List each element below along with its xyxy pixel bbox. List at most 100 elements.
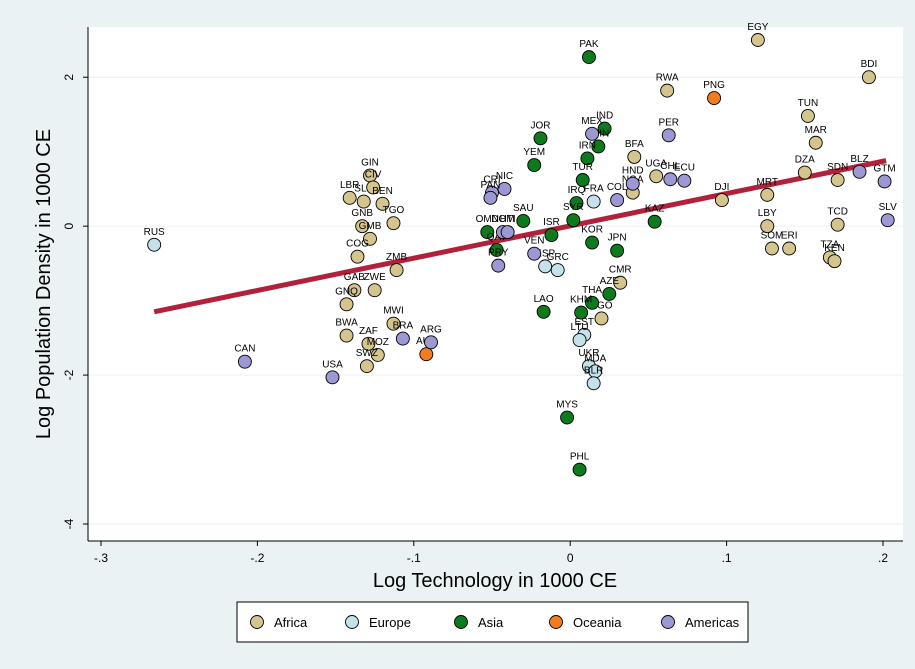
data-point [395, 331, 410, 346]
point-label: IRN [579, 140, 596, 151]
point-label: AZE [600, 276, 620, 287]
data-point [765, 241, 779, 256]
x-tick-label: 0 [567, 551, 574, 565]
data-point [355, 219, 370, 234]
data-point [356, 194, 371, 209]
legend-label: Africa [274, 615, 308, 630]
data-point [575, 173, 590, 187]
data-point [359, 359, 374, 374]
point-label: MDA [584, 353, 607, 364]
data-point [582, 50, 596, 65]
x-tick-label: -.3 [94, 551, 108, 565]
point-label: ISR [543, 217, 560, 228]
point-label: BRA [393, 321, 414, 332]
data-point [339, 297, 354, 312]
data-points: EGYBDIRWATUNMARBFADZAUGASDNMRTDJINGATCDL… [144, 22, 897, 477]
point-label: IND [596, 111, 613, 122]
x-tick-label: .2 [878, 551, 888, 565]
fit-line [153, 158, 887, 315]
axis-ticks: -4 -2 0 2 -.3 -.2 -.1 0 .1 .2 [62, 74, 888, 565]
data-point [827, 254, 842, 269]
x-axis-title: Log Technology in 1000 CE [373, 570, 617, 592]
data-point [363, 231, 377, 246]
data-point [597, 121, 612, 136]
data-point [419, 347, 434, 362]
y-axis-title: Log Population Density in 1000 CE [33, 129, 55, 439]
point-label: TGO [383, 205, 405, 216]
data-point [536, 304, 551, 319]
data-point [386, 216, 401, 231]
point-label: SLE [354, 184, 373, 195]
data-point [661, 128, 676, 143]
y-tick-label: 0 [62, 222, 76, 229]
data-point [516, 213, 531, 228]
data-point [830, 173, 845, 187]
data-point [585, 235, 600, 250]
y-tick-label: -4 [62, 518, 76, 529]
point-label: TZA [820, 239, 839, 250]
point-label: SLV [879, 202, 897, 213]
point-label: TUR [572, 162, 593, 173]
point-label: OMN [476, 214, 499, 225]
data-point [566, 213, 581, 228]
point-label: GTM [873, 163, 895, 174]
point-label: QAT [487, 232, 507, 243]
data-point [750, 33, 765, 47]
point-label: KEN [824, 243, 845, 254]
legend-marker [454, 615, 468, 629]
data-point [342, 190, 357, 205]
fit-line-group [153, 158, 887, 315]
point-label: MEX [581, 116, 603, 127]
point-label: TUN [798, 98, 819, 109]
data-point [560, 410, 575, 425]
point-label: RUS [144, 227, 165, 238]
point-label: SDN [827, 162, 848, 173]
data-point [483, 190, 498, 205]
point-label: MRT [757, 177, 778, 188]
point-label: BLZ [850, 154, 868, 165]
data-point [877, 174, 892, 189]
point-label: PAN [481, 180, 501, 191]
legend-marker [345, 615, 359, 629]
point-label: CRI [483, 175, 500, 186]
legend: Africa Europe Asia Oceania Americas [236, 601, 749, 643]
legend-label: Oceania [573, 615, 622, 630]
data-point [594, 311, 609, 326]
point-label: CIV [365, 169, 382, 180]
data-point [830, 217, 845, 232]
y-tick-label: 2 [62, 74, 76, 81]
data-point [491, 258, 506, 273]
legend-marker [661, 615, 675, 629]
legend-marker [250, 615, 264, 629]
data-point [538, 259, 553, 274]
data-point [500, 225, 515, 240]
data-point [527, 158, 542, 173]
point-label: FRA [584, 184, 604, 195]
legend-marker [549, 615, 563, 629]
point-label: BLR [584, 365, 603, 376]
point-label: PHL [570, 452, 590, 463]
data-point [147, 237, 162, 252]
point-label: BWA [335, 318, 358, 329]
data-point [660, 83, 675, 98]
data-point [585, 126, 600, 141]
point-label: COL [607, 182, 628, 193]
data-point [760, 219, 775, 234]
data-point [361, 336, 376, 351]
point-label: HND [622, 166, 644, 177]
data-point [677, 173, 692, 188]
point-label: PNG [703, 80, 725, 91]
data-point [808, 135, 823, 150]
point-label: ESP [535, 248, 555, 259]
point-label: SAU [513, 203, 534, 214]
data-point [367, 283, 382, 298]
data-point [544, 228, 559, 243]
point-label: UGA [645, 158, 667, 169]
point-label: PAK [579, 39, 599, 50]
x-tick-label: -.1 [407, 551, 421, 565]
point-label: EST [575, 317, 594, 328]
data-point [800, 109, 815, 123]
point-label: BEN [372, 186, 393, 197]
point-label: GMB [359, 221, 382, 232]
